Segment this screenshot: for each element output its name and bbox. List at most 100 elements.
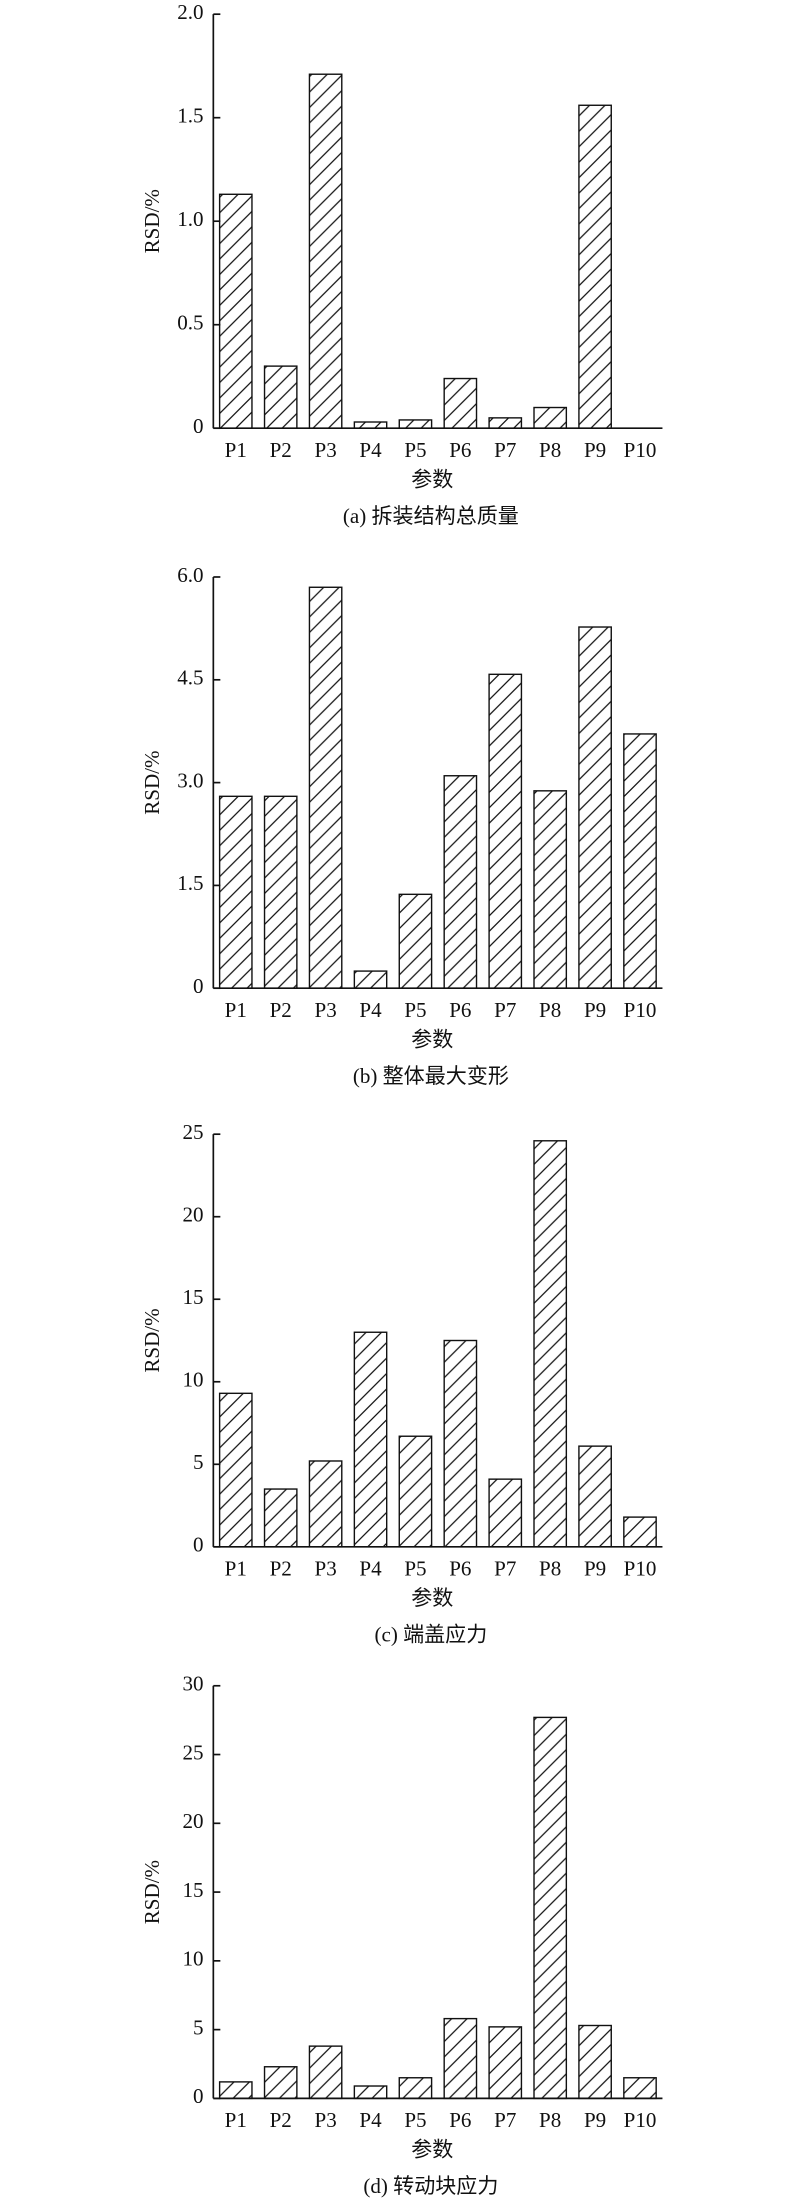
x-tick-label: P4 xyxy=(359,1557,382,1581)
y-tick-label: 25 xyxy=(182,1120,203,1144)
bar xyxy=(623,2077,657,2100)
bar xyxy=(308,1460,343,1548)
x-tick-label: P5 xyxy=(404,438,426,462)
bar xyxy=(353,1331,388,1548)
x-tick-label: P9 xyxy=(584,2108,606,2132)
y-tick-label: 1.0 xyxy=(177,207,203,231)
y-axis-label: RSD/% xyxy=(140,1860,164,1924)
y-tick-label: 20 xyxy=(182,1809,203,1833)
caption: (b) 整体最大变形 xyxy=(353,1064,509,1088)
bar xyxy=(623,733,657,989)
bar xyxy=(353,421,388,429)
bar xyxy=(308,73,343,429)
bar xyxy=(263,795,298,989)
x-tick-label: P4 xyxy=(359,2108,382,2132)
x-tick-label: P9 xyxy=(584,1557,606,1581)
x-axis-label: 参数 xyxy=(411,2138,453,2162)
x-tick-label: P8 xyxy=(539,438,561,462)
bar xyxy=(398,893,433,989)
bar xyxy=(218,1392,253,1548)
x-tick-label: P5 xyxy=(404,2108,426,2132)
bar xyxy=(398,2077,433,2100)
y-tick-label: 0 xyxy=(193,974,204,998)
x-tick-label: P8 xyxy=(539,998,561,1022)
bar xyxy=(353,2085,388,2100)
x-tick-label: P6 xyxy=(449,998,471,1022)
bar xyxy=(533,1140,568,1548)
caption: (c) 端盖应力 xyxy=(374,1622,487,1646)
y-axis-label: RSD/% xyxy=(140,1308,164,1372)
caption: (a) 拆装结构总质量 xyxy=(343,504,519,528)
y-tick-label: 25 xyxy=(182,1740,203,1764)
x-tick-label: P2 xyxy=(270,1557,292,1581)
x-tick-label: P8 xyxy=(539,1557,561,1581)
x-tick-label: P7 xyxy=(494,438,516,462)
bar xyxy=(443,377,478,429)
bar xyxy=(578,2024,612,2100)
x-tick-label: P3 xyxy=(314,2108,336,2132)
x-tick-label: P7 xyxy=(494,1557,516,1581)
bar xyxy=(263,365,298,429)
x-tick-label: P2 xyxy=(270,998,292,1022)
x-tick-label: P1 xyxy=(225,1557,247,1581)
x-axis-label: 参数 xyxy=(411,467,453,491)
caption: (d) 转动块应力 xyxy=(363,2174,498,2198)
x-tick-label: P10 xyxy=(624,998,657,1022)
bar xyxy=(533,790,568,989)
y-tick-label: 1.5 xyxy=(177,871,203,895)
y-tick-label: 6.0 xyxy=(177,563,203,587)
y-tick-label: 0 xyxy=(193,1533,204,1557)
y-tick-label: 30 xyxy=(182,1672,203,1696)
x-tick-label: P7 xyxy=(494,2108,516,2132)
bar xyxy=(218,2081,253,2100)
x-tick-label: P3 xyxy=(314,438,336,462)
bar xyxy=(398,1435,433,1548)
y-tick-label: 15 xyxy=(182,1878,203,1902)
bar xyxy=(488,1478,523,1548)
bar xyxy=(488,673,523,989)
y-tick-label: 10 xyxy=(182,1368,203,1392)
y-tick-label: 4.5 xyxy=(177,666,203,690)
bar xyxy=(488,417,523,429)
bar xyxy=(578,104,612,429)
bar xyxy=(218,193,253,429)
y-tick-label: 2.0 xyxy=(177,0,203,24)
y-tick-label: 15 xyxy=(182,1285,203,1309)
x-axis-label: 参数 xyxy=(411,1027,453,1051)
bar xyxy=(353,970,388,989)
bar xyxy=(533,406,568,429)
x-tick-label: P5 xyxy=(404,998,426,1022)
x-tick-label: P2 xyxy=(270,2108,292,2132)
y-axis-label: RSD/% xyxy=(140,750,164,814)
x-tick-label: P8 xyxy=(539,2108,561,2132)
bar xyxy=(578,626,612,989)
bar xyxy=(623,1516,657,1548)
bar xyxy=(578,1445,612,1548)
x-tick-label: P3 xyxy=(314,1557,336,1581)
x-tick-label: P10 xyxy=(624,438,657,462)
x-tick-label: P7 xyxy=(494,998,516,1022)
x-tick-label: P5 xyxy=(404,1557,426,1581)
x-tick-label: P10 xyxy=(624,2108,657,2132)
x-tick-label: P6 xyxy=(449,1557,471,1581)
y-tick-label: 0 xyxy=(193,414,204,438)
x-tick-label: P4 xyxy=(359,998,382,1022)
bar xyxy=(443,2017,478,2100)
bar xyxy=(533,1716,568,2100)
bar xyxy=(488,2026,523,2100)
y-tick-label: 0.5 xyxy=(177,311,203,335)
x-tick-label: P9 xyxy=(584,998,606,1022)
y-tick-label: 20 xyxy=(182,1203,203,1227)
bar xyxy=(443,1339,478,1548)
y-axis-label: RSD/% xyxy=(140,189,164,253)
x-tick-label: P6 xyxy=(449,438,471,462)
x-tick-label: P3 xyxy=(314,998,336,1022)
bar xyxy=(218,795,253,989)
x-tick-label: P9 xyxy=(584,438,606,462)
y-tick-label: 5 xyxy=(193,2015,204,2039)
x-axis-label: 参数 xyxy=(411,1586,453,1610)
x-tick-label: P1 xyxy=(225,2108,247,2132)
x-tick-label: P10 xyxy=(624,1557,657,1581)
bar xyxy=(398,419,433,429)
